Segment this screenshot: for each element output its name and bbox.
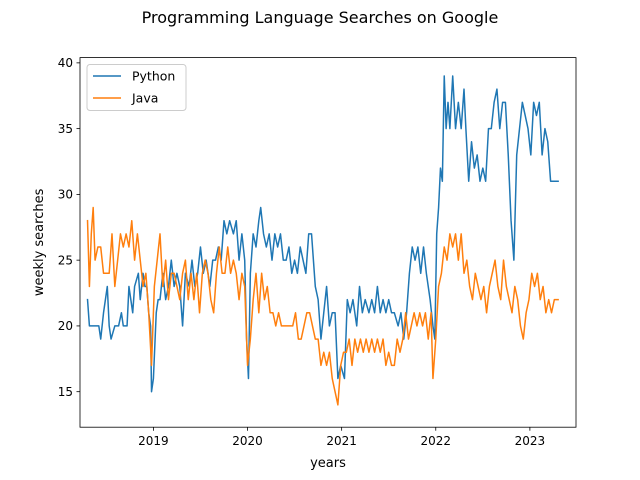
- y-tick-label: 40: [58, 56, 73, 70]
- series-line-java: [86, 206, 559, 406]
- y-axis-label: weekly searches: [32, 188, 47, 296]
- legend-label-python: Python: [132, 69, 175, 84]
- x-tick-label: 2022: [420, 434, 451, 448]
- x-tick-label: 2021: [326, 434, 357, 448]
- chart-title: Programming Language Searches on Google: [142, 8, 499, 27]
- y-tick-label: 25: [58, 253, 73, 267]
- y-tick-label: 15: [58, 385, 73, 399]
- y-tick-label: 20: [58, 319, 73, 333]
- x-tick-label: 2023: [515, 434, 546, 448]
- y-tick-label: 35: [58, 122, 73, 136]
- plot-area: [80, 57, 576, 428]
- plot-frame: [79, 57, 577, 428]
- legend: Python Java: [86, 64, 187, 111]
- series-layer: [86, 75, 559, 406]
- x-tick-label: 2020: [232, 434, 263, 448]
- x-tick-label: 2019: [138, 434, 169, 448]
- series-line-python: [86, 75, 559, 393]
- y-tick-label: 30: [58, 188, 73, 202]
- axes-layer: 2019 2020 2021 2022 2023 15 20 25 30 35 40: [58, 56, 545, 448]
- legend-label-java: Java: [131, 91, 158, 106]
- x-axis-label: years: [310, 456, 346, 471]
